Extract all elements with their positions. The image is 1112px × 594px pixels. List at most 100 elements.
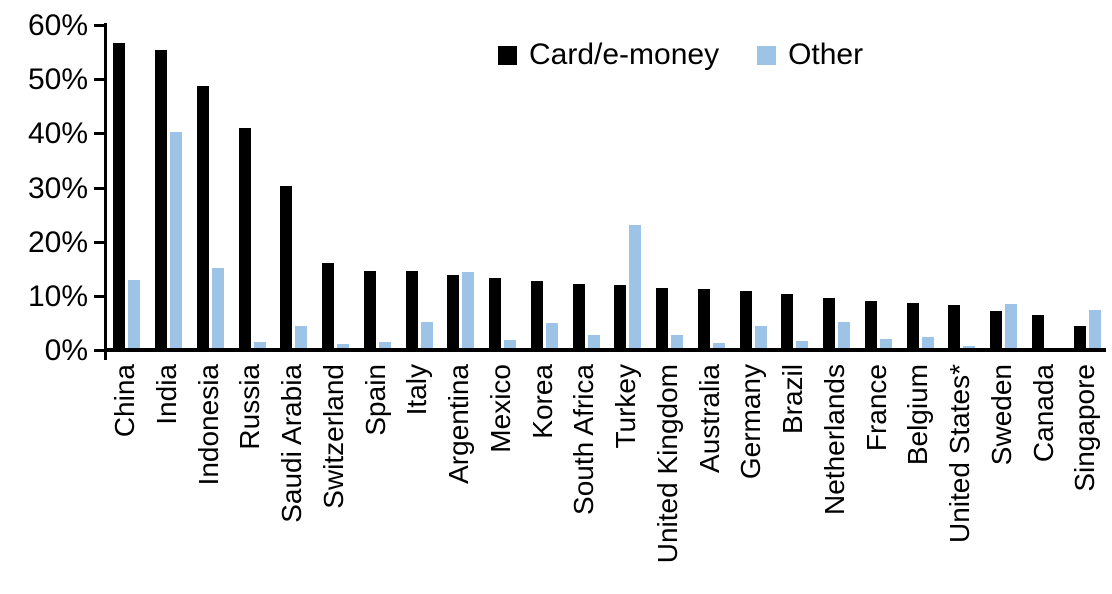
other-bar-india — [170, 132, 183, 348]
x-axis-label: Belgium — [902, 364, 934, 466]
x-axis-label: Spain — [359, 364, 391, 436]
bar-group — [1064, 23, 1106, 348]
legend-label-card-e-money: Card/e-money — [529, 38, 720, 71]
other-bar-spain — [378, 342, 391, 348]
x-axis-label-cell: Korea — [522, 364, 564, 594]
x-axis-label-cell: France — [856, 364, 898, 594]
x-axis-label-cell: Indonesia — [188, 364, 230, 594]
x-axis-label: India — [150, 364, 182, 425]
bar-group — [438, 23, 480, 348]
x-axis-label-cell: Russia — [229, 364, 271, 594]
other-bar-korea — [545, 322, 558, 348]
x-axis-label: China — [109, 364, 141, 438]
x-axis-label-cell: Spain — [355, 364, 397, 594]
bar-group — [480, 23, 522, 348]
other-bar-switzerland — [337, 343, 350, 348]
bar-group — [689, 23, 731, 348]
other-swatch-icon — [757, 45, 777, 65]
x-axis-label-cell: Belgium — [897, 364, 939, 594]
other-bar-saudi-arabia — [295, 326, 308, 348]
card-e-money-bar-south-africa — [572, 284, 585, 348]
card-e-money-bar-switzerland — [322, 263, 335, 348]
x-axis-label: France — [860, 364, 892, 452]
bar-group — [605, 23, 647, 348]
bar-group — [313, 23, 355, 348]
card-e-money-bar-australia — [697, 289, 710, 348]
plot-area — [104, 23, 1106, 348]
bar-group — [897, 23, 939, 348]
x-axis-label: Italy — [401, 364, 433, 416]
card-e-money-bar-argentina — [447, 275, 460, 348]
x-axis-label-cell: Mexico — [480, 364, 522, 594]
x-axis-label: Germany — [735, 364, 767, 480]
legend-item-card-e-money: Card/e-money — [498, 40, 719, 70]
y-axis-tick — [94, 294, 105, 298]
other-bar-singapore — [1088, 310, 1101, 348]
x-axis-line — [104, 348, 1106, 352]
card-e-money-swatch-icon — [498, 45, 517, 65]
x-axis-label: Mexico — [484, 364, 516, 453]
bar-group — [104, 23, 146, 348]
bar-group — [1023, 23, 1065, 348]
card-e-money-bar-brazil — [781, 293, 794, 348]
bar-group — [271, 23, 313, 348]
y-axis-tick-label: 60% — [27, 9, 88, 42]
x-axis-label: Korea — [526, 364, 558, 439]
y-axis-tick-label: 10% — [27, 279, 88, 313]
y-axis-tick-label: 40% — [27, 117, 88, 151]
x-axis-label: Russia — [234, 364, 266, 450]
other-bar-brazil — [796, 341, 809, 348]
x-axis-label-cell: South Africa — [563, 364, 605, 594]
card-e-money-bar-mexico — [489, 277, 502, 348]
other-bar-united-states — [963, 346, 976, 348]
legend-label-other: Other — [788, 38, 864, 71]
y-axis-tick-label: 30% — [27, 171, 88, 205]
card-e-money-bar-united-states — [948, 304, 961, 348]
y-axis-tick — [94, 349, 105, 352]
x-axis-label: Turkey — [610, 364, 642, 449]
bar-group — [563, 23, 605, 348]
other-bar-belgium — [921, 336, 934, 348]
other-bar-south-africa — [587, 334, 600, 348]
bar-group — [772, 23, 814, 348]
card-e-money-bar-canada — [1031, 315, 1044, 348]
x-axis-label-cell: Sweden — [981, 364, 1023, 594]
y-axis-tick — [94, 24, 105, 27]
bar-group — [856, 23, 898, 348]
card-e-money-bar-spain — [363, 270, 376, 348]
card-e-money-bar-france — [864, 300, 877, 348]
x-axis-label: Indonesia — [192, 364, 224, 486]
x-axis-label-cell: Saudi Arabia — [271, 364, 313, 594]
y-axis-tick — [94, 240, 105, 244]
other-bar-indonesia — [211, 267, 224, 348]
x-axis-label: Netherlands — [818, 364, 850, 515]
x-axis-label: Argentina — [443, 364, 475, 484]
bar-group — [188, 23, 230, 348]
card-e-money-bar-turkey — [614, 284, 627, 348]
card-e-money-bar-germany — [739, 290, 752, 348]
card-e-money-bar-united-kingdom — [656, 287, 669, 348]
y-axis-tick — [94, 186, 105, 190]
other-bar-russia — [253, 341, 266, 348]
y-axis-line — [104, 23, 107, 360]
x-axis-label: Switzerland — [317, 364, 349, 509]
x-axis-label-cell: United States* — [939, 364, 981, 594]
other-bar-united-kingdom — [671, 335, 684, 348]
x-axis-label: South Africa — [568, 364, 600, 515]
x-axis-label-cell: India — [146, 364, 188, 594]
bar-group — [396, 23, 438, 348]
other-bar-france — [879, 338, 892, 348]
x-axis-label-cell: Turkey — [605, 364, 647, 594]
x-axis-label-cell: Canada — [1023, 364, 1065, 594]
card-e-money-bar-singapore — [1073, 325, 1086, 348]
card-e-money-bar-india — [155, 49, 168, 348]
x-axis-label: Singapore — [1069, 364, 1101, 492]
x-axis-label-cell: Australia — [689, 364, 731, 594]
other-bar-australia — [712, 342, 725, 348]
y-axis-tick-label: 0% — [44, 334, 88, 367]
x-axis-label: United Kingdom — [651, 364, 683, 564]
other-bar-netherlands — [838, 321, 851, 348]
x-axis-label-cell: China — [104, 364, 146, 594]
y-axis-tick-label: 50% — [27, 63, 88, 97]
